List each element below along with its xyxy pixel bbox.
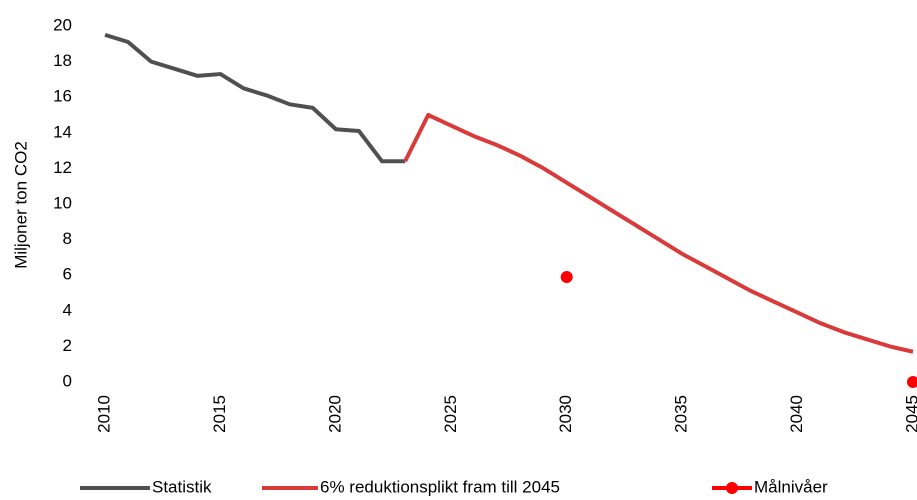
legend-label: Statistik (152, 477, 212, 496)
y-tick-label: 8 (63, 229, 72, 248)
y-tick-label: 0 (63, 371, 72, 390)
y-tick-label: 10 (53, 193, 72, 212)
y-tick-label: 14 (53, 122, 72, 141)
x-tick-label: 2040 (787, 395, 806, 433)
series-marker (907, 376, 917, 388)
y-tick-label: 12 (53, 158, 72, 177)
y-tick-label: 4 (63, 300, 72, 319)
series-marker (560, 270, 573, 283)
x-tick-label: 2025 (441, 395, 460, 433)
legend-marker (726, 482, 738, 494)
y-tick-label: 2 (63, 336, 72, 355)
y-tick-label: 16 (53, 87, 72, 106)
legend-label: Målnivåer (754, 477, 828, 496)
series-line (403, 113, 914, 354)
x-tick-label: 2045 (902, 395, 917, 433)
x-tick-label: 2020 (325, 395, 344, 433)
y-axis-label: Miljoner ton CO2 (11, 141, 30, 269)
y-tick-label: 6 (63, 265, 72, 284)
x-tick-label: 2030 (556, 395, 575, 433)
legend-label: 6% reduktionsplikt fram till 2045 (320, 477, 560, 496)
x-tick-label: 2015 (210, 395, 229, 433)
y-tick-label: 18 (53, 51, 72, 70)
x-tick-label: 2035 (672, 395, 691, 433)
y-tick-label: 20 (53, 15, 72, 34)
x-tick-label: 2010 (94, 395, 113, 433)
series-line (104, 32, 406, 164)
